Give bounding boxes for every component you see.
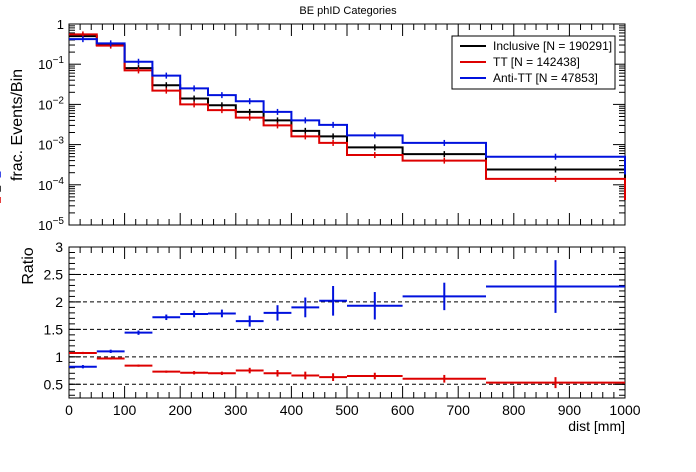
histogram-line xyxy=(69,33,626,200)
histogram-line xyxy=(69,38,626,175)
x-tick-label: 700 xyxy=(447,402,471,418)
x-tick-label: 200 xyxy=(169,402,193,418)
x-tick-label: 500 xyxy=(335,402,359,418)
ratio-y-tick-label: 1 xyxy=(55,349,63,365)
x-axis-label: dist [mm] xyxy=(568,418,625,434)
ratio-y-axis-label: Ratio xyxy=(20,247,37,284)
top-y-axis-label: frac. Events/Bin xyxy=(9,69,26,181)
legend-label-tt: TT [N = 142438] xyxy=(493,55,580,69)
ratio-y-tick-label: 3 xyxy=(55,239,63,255)
legend-label-anti-tt: Anti-TT [N = 47853] xyxy=(493,71,598,85)
x-tick-label: 400 xyxy=(280,402,304,418)
ratio-y-tick-label: 1.5 xyxy=(44,321,64,337)
ratio-series-1 xyxy=(69,351,625,389)
top-y-tick-label: 10−5 xyxy=(38,216,64,233)
ratio-series-group xyxy=(69,260,625,389)
top-y-tick-label: 1 xyxy=(57,17,64,32)
top-series-group xyxy=(0,31,626,203)
ratio-y-tick-label: 2 xyxy=(55,294,63,310)
bottom-panel: 0.5 1 1.5 2 2.5 3 0 100 200 300 400 500 600 700 800 900… xyxy=(20,239,641,434)
chart-title: BE phID Categories xyxy=(299,5,397,17)
x-tick-label: 800 xyxy=(502,402,526,418)
x-tick-label: 600 xyxy=(391,402,415,418)
x-tick-label: 100 xyxy=(113,402,137,418)
histogram-series-2 xyxy=(0,36,626,178)
x-tick-label: 0 xyxy=(65,402,73,418)
top-y-tick-label: 10−1 xyxy=(38,55,64,72)
bottom-axis-ticks: 0.5 1 1.5 2 2.5 3 0 100 200 300 400 500 600 700 800 900… xyxy=(44,239,641,418)
x-tick-label: 300 xyxy=(224,402,248,418)
top-y-tick-label: 10−3 xyxy=(38,136,64,153)
top-panel: 10−5 10−4 10−3 10−2 10−1 1 frac. Events/Bin I… xyxy=(0,17,626,233)
legend-label-inclusive: Inclusive [N = 190291] xyxy=(493,39,612,53)
ratio-y-tick-label: 0.5 xyxy=(44,376,64,392)
ratio-series-0 xyxy=(69,260,625,369)
ratio-y-tick-label: 2.5 xyxy=(44,266,64,282)
top-y-tick-label: 10−4 xyxy=(38,176,64,193)
x-tick-label: 1000 xyxy=(609,402,640,418)
ratio-grid-lines xyxy=(69,273,625,385)
top-y-tick-label: 10−2 xyxy=(38,95,64,112)
legend: Inclusive [N = 190291] TT [N = 142438] A… xyxy=(451,35,616,90)
x-tick-label: 900 xyxy=(558,402,582,418)
top-axis-ticks: 10−5 10−4 10−3 10−2 10−1 1 xyxy=(38,17,626,233)
